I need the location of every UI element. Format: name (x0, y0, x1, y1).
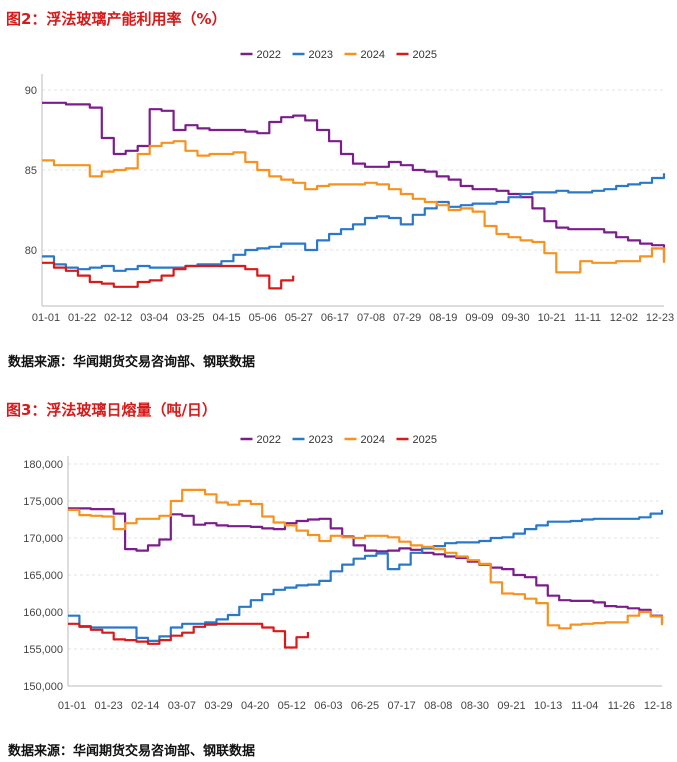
legend-label: 2022 (257, 49, 281, 61)
x-tick-label: 07-17 (388, 700, 416, 712)
legend-label: 2025 (413, 49, 437, 61)
series-line-2023 (68, 509, 664, 642)
y-tick-label: 170,000 (23, 533, 63, 545)
x-tick-label: 03-25 (176, 312, 204, 324)
y-tick-label: 165,000 (23, 570, 63, 582)
x-tick-label: 08-30 (461, 700, 489, 712)
x-tick-label: 11-26 (608, 700, 635, 712)
x-tick-label: 11-04 (571, 700, 598, 712)
y-tick-label: 85 (25, 165, 37, 177)
figure1-title: 图2：浮法玻璃产能利用率（%） (6, 10, 227, 28)
figure2-source: 数据来源：华闻期货交易咨询部、钢联数据 (8, 744, 256, 759)
x-tick-label: 01-23 (95, 700, 123, 712)
x-tick-label: 05-12 (278, 700, 306, 712)
x-tick-label: 10-13 (534, 700, 562, 712)
x-tick-label: 09-21 (497, 700, 525, 712)
x-tick-label: 01-01 (32, 312, 60, 324)
x-tick-label: 01-22 (68, 312, 96, 324)
x-tick-label: 05-06 (249, 312, 277, 324)
x-tick-label: 03-07 (168, 700, 196, 712)
legend-label: 2025 (413, 434, 437, 446)
y-tick-label: 160,000 (23, 607, 63, 619)
x-tick-label: 03-29 (204, 700, 232, 712)
x-tick-label: 11-11 (575, 312, 602, 324)
x-tick-label: 07-08 (357, 312, 385, 324)
x-tick-label: 04-15 (213, 312, 241, 324)
series-line-2024 (42, 140, 666, 274)
series-line-2025 (42, 261, 295, 290)
y-tick-label: 180,000 (23, 459, 63, 471)
legend-label: 2022 (257, 434, 281, 446)
y-tick-label: 155,000 (23, 644, 63, 656)
x-tick-label: 12-02 (610, 312, 638, 324)
x-tick-label: 02-12 (104, 312, 132, 324)
x-tick-label: 12-23 (646, 312, 674, 324)
x-tick-label: 09-09 (465, 312, 493, 324)
x-tick-label: 12-18 (644, 700, 672, 712)
y-tick-label: 90 (25, 85, 37, 97)
x-tick-label: 03-04 (140, 312, 168, 324)
series-line-2022 (42, 101, 666, 262)
legend-label: 2023 (309, 434, 333, 446)
y-tick-label: 175,000 (23, 496, 63, 508)
x-tick-label: 09-30 (501, 312, 529, 324)
capacity-utilization-chart: 80 85 90 01-01 01-22 02-12 03-04 03-25 04-15 05-0… (25, 49, 674, 324)
legend-label: 2023 (309, 49, 333, 61)
x-tick-label: 07-29 (393, 312, 421, 324)
x-tick-label: 05-27 (285, 312, 313, 324)
x-tick-label: 04-20 (241, 700, 269, 712)
legend-label: 2024 (361, 49, 385, 61)
x-tick-label: 10-21 (538, 312, 566, 324)
x-tick-label: 06-17 (321, 312, 349, 324)
daily-melt-chart: 150,000 155,000 160,000 165,000 170,000 175,0… (23, 434, 672, 712)
series-line-2022 (68, 507, 664, 624)
y-tick-label: 80 (25, 245, 37, 257)
y-tick-label: 150,000 (23, 681, 63, 693)
x-tick-label: 08-19 (429, 312, 457, 324)
legend-label: 2024 (361, 434, 385, 446)
series-line-2025 (68, 622, 309, 649)
x-tick-label: 06-25 (351, 700, 379, 712)
x-tick-label: 06-03 (314, 700, 342, 712)
x-tick-label: 01-01 (58, 700, 86, 712)
figure2-title: 图3：浮法玻璃日熔量（吨/日） (6, 401, 217, 419)
x-tick-label: 08-08 (424, 700, 452, 712)
series-line-2024 (68, 488, 664, 630)
series-line-2023 (42, 173, 666, 272)
figure1-source: 数据来源：华闻期货交易咨询部、钢联数据 (8, 355, 256, 370)
x-tick-label: 02-14 (131, 700, 159, 712)
